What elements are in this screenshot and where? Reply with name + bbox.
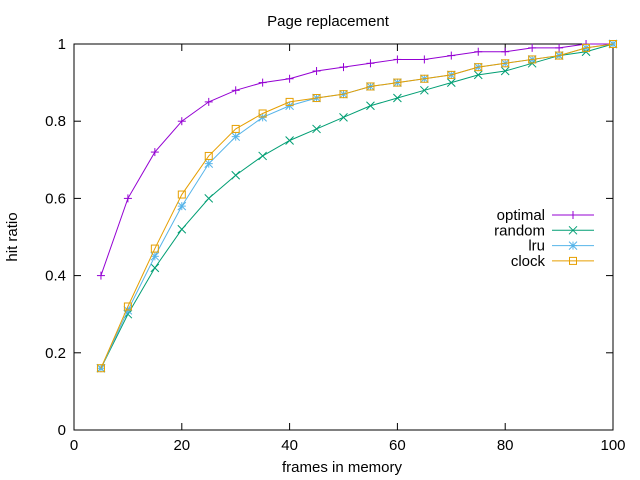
data-point-random [150, 263, 160, 273]
y-tick-label: 0.8 [45, 113, 66, 130]
legend-marker [568, 225, 578, 235]
data-point-clock [447, 70, 456, 79]
data-point-optimal [474, 47, 483, 56]
data-point-optimal [204, 97, 213, 106]
data-point-random [285, 136, 294, 145]
x-tick-label: 0 [70, 437, 78, 454]
legend-entry-random: random [494, 222, 594, 239]
data-point-lru [177, 201, 187, 211]
data-point-clock [312, 94, 321, 103]
data-point-clock [501, 59, 510, 68]
data-point-random [419, 85, 429, 95]
data-point-clock [177, 190, 186, 199]
data-point-random [366, 101, 375, 111]
y-tick-label: 0 [58, 422, 66, 439]
series-layer [96, 39, 618, 373]
data-point-clock [366, 82, 375, 91]
legend-marker [569, 211, 577, 219]
y-tick-label: 1 [58, 36, 66, 53]
data-point-optimal [339, 63, 348, 72]
data-point-clock [150, 244, 159, 253]
data-point-random [177, 224, 187, 234]
data-point-random [204, 194, 214, 203]
data-point-clock [393, 78, 402, 87]
data-point-optimal [231, 86, 240, 95]
data-point-optimal [501, 47, 510, 56]
data-point-optimal [393, 55, 402, 64]
data-point-optimal [312, 67, 321, 76]
data-point-optimal [96, 271, 105, 280]
data-point-clock [339, 90, 348, 99]
data-point-optimal [258, 78, 267, 87]
x-tick-label: 40 [281, 437, 298, 454]
x-tick-label: 80 [497, 437, 514, 454]
y-tick-label: 0.2 [45, 345, 66, 362]
data-point-clock [420, 74, 429, 83]
data-point-clock [555, 51, 564, 60]
data-point-optimal [366, 59, 375, 68]
data-point-lru [231, 132, 241, 141]
data-point-optimal [150, 148, 159, 157]
legend-marker [568, 241, 578, 250]
data-point-random [231, 170, 241, 180]
data-point-optimal [555, 43, 564, 52]
series-line-optimal [100, 43, 613, 276]
data-point-clock [609, 40, 617, 48]
data-point-optimal [285, 74, 294, 83]
x-axis: 0 20 40 60 80 100 [70, 44, 626, 454]
plot-border [73, 43, 614, 431]
data-point-optimal [177, 117, 186, 126]
series-clock [96, 40, 617, 373]
data-point-optimal [447, 51, 456, 60]
data-point-optimal [123, 194, 132, 203]
chart-title: Page replacement [267, 13, 390, 30]
data-point-clock [258, 109, 267, 118]
data-point-random [393, 93, 402, 103]
legend-entry-lru: lru [528, 238, 594, 255]
legend-entry-optimal: optimal [497, 207, 594, 224]
data-point-clock [96, 364, 105, 373]
data-point-clock [285, 97, 294, 106]
x-tick-label: 100 [600, 437, 625, 454]
data-point-random [312, 124, 321, 134]
legend-label: lru [528, 238, 545, 255]
y-tick-label: 0.4 [45, 268, 66, 285]
x-tick-label: 60 [389, 437, 406, 454]
data-point-clock [474, 63, 483, 72]
data-point-lru [204, 159, 214, 169]
legend-label: optimal [497, 207, 545, 224]
data-point-optimal [528, 43, 537, 52]
y-axis: 0 0.2 0.4 0.6 0.8 1 [45, 36, 613, 439]
x-axis-title: frames in memory [282, 459, 403, 476]
data-point-clock [231, 124, 240, 133]
data-point-clock [123, 302, 132, 311]
series-optimal [96, 40, 617, 280]
data-point-clock [582, 43, 591, 52]
y-tick-label: 0.6 [45, 190, 66, 207]
legend-label: random [494, 222, 545, 239]
x-tick-label: 20 [173, 437, 190, 454]
data-point-random [446, 78, 456, 87]
data-point-random [473, 70, 483, 80]
data-point-optimal [420, 55, 429, 64]
data-point-clock [204, 151, 213, 160]
series-line-random [100, 43, 614, 369]
plot-frame [73, 43, 614, 431]
legend-label: clock [511, 253, 546, 270]
data-point-random [339, 112, 348, 122]
legend-entry-clock: clock [511, 253, 594, 270]
y-axis-title: hit ratio [4, 212, 21, 261]
series-line-clock [100, 43, 614, 369]
legend-marker [569, 256, 577, 265]
data-point-random [258, 151, 268, 161]
data-point-random [500, 66, 510, 76]
data-point-clock [528, 55, 537, 64]
